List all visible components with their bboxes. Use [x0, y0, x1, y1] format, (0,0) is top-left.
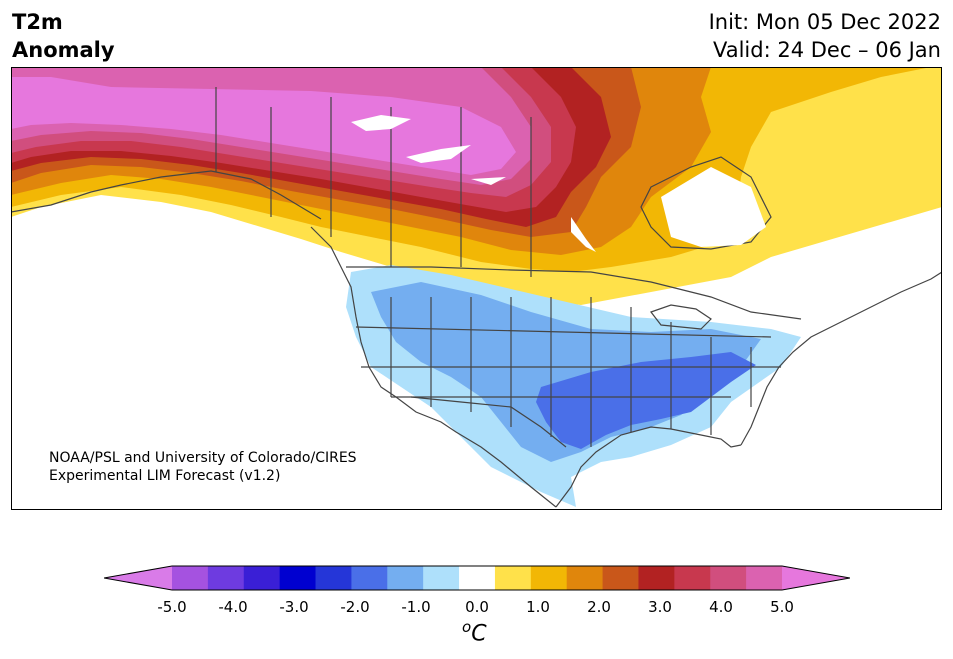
colorbar-extend-low — [104, 566, 172, 590]
colorbar-bin — [674, 566, 711, 590]
coastline-gulf — [555, 426, 742, 508]
colorbar-tick-label: 3.0 — [648, 598, 672, 616]
colorbar-bin — [746, 566, 783, 590]
colorbar-tick-label: -5.0 — [157, 598, 187, 616]
colorbar-extend-high — [782, 566, 850, 590]
colorbar-unit: oC — [462, 618, 487, 646]
forecast-dates: Init: Mon 05 Dec 2022 Valid: 24 Dec – 06… — [709, 8, 941, 64]
colorbar-bin — [530, 566, 568, 590]
init-date: Init: Mon 05 Dec 2022 — [708, 10, 941, 34]
colorbar-bin — [351, 566, 388, 590]
colorbar-tick-label: 5.0 — [770, 598, 794, 616]
colorbar-bin — [172, 566, 209, 590]
hudson-bay-coast — [640, 156, 772, 250]
colorbar-bin — [207, 566, 245, 590]
colorbar-tick-label: -3.0 — [279, 598, 309, 616]
lake-winnipeg — [571, 217, 596, 252]
colorbar-bin — [638, 566, 675, 590]
credit-line-1: NOAA/PSL and University of Colorado/CIRE… — [49, 450, 357, 466]
great-slave-lake — [406, 145, 471, 163]
colorbar-bin — [315, 566, 352, 590]
colorbar-tick-label: -4.0 — [218, 598, 248, 616]
unit-degree: o — [462, 618, 472, 636]
valid-period: Valid: 24 Dec – 06 Jan — [712, 38, 941, 62]
colorbar-bin — [459, 566, 496, 590]
unit-letter: C — [471, 621, 487, 647]
anomaly-map — [11, 67, 942, 510]
colorbar-tick-label: 0.0 — [465, 598, 489, 616]
colorbar-tick-label: 4.0 — [709, 598, 733, 616]
colorbar-bin — [710, 566, 747, 590]
colorbar-tick-label: 1.0 — [526, 598, 550, 616]
colorbar-bin — [494, 566, 532, 590]
coastline-pacific — [310, 226, 557, 508]
warm-anomaly-5 — [11, 77, 516, 175]
state-lines-2 — [355, 326, 781, 398]
colorbar-tick-label: -1.0 — [401, 598, 431, 616]
colorbar-tick-label: 2.0 — [587, 598, 611, 616]
colorbar-bin — [243, 566, 281, 590]
coastline-atlantic — [740, 271, 942, 446]
colorbar-bin — [566, 566, 604, 590]
lake-athabasca — [471, 177, 506, 185]
colorbar-bin — [279, 566, 317, 590]
coastline-alaska — [11, 170, 322, 220]
title-line-1: T2m — [12, 10, 63, 34]
colorbar-bin — [423, 566, 460, 590]
colorbar-tick-label: -2.0 — [340, 598, 370, 616]
credit-text: NOAA/PSL and University of Colorado/CIRE… — [49, 449, 357, 485]
map-title: T2m Anomaly — [12, 8, 115, 64]
colorbar — [104, 565, 850, 591]
great-lakes — [650, 304, 712, 330]
border-us-canada — [346, 266, 802, 320]
great-bear-lake — [351, 115, 411, 131]
colorbar-bin — [387, 566, 424, 590]
colorbar-outline — [104, 565, 850, 591]
credit-line-2: Experimental LIM Forecast (v1.2) — [49, 468, 281, 484]
hudson-bay — [661, 167, 766, 247]
colorbar-bin — [602, 566, 639, 590]
province-lines — [270, 97, 532, 277]
title-line-2: Anomaly — [12, 38, 115, 62]
